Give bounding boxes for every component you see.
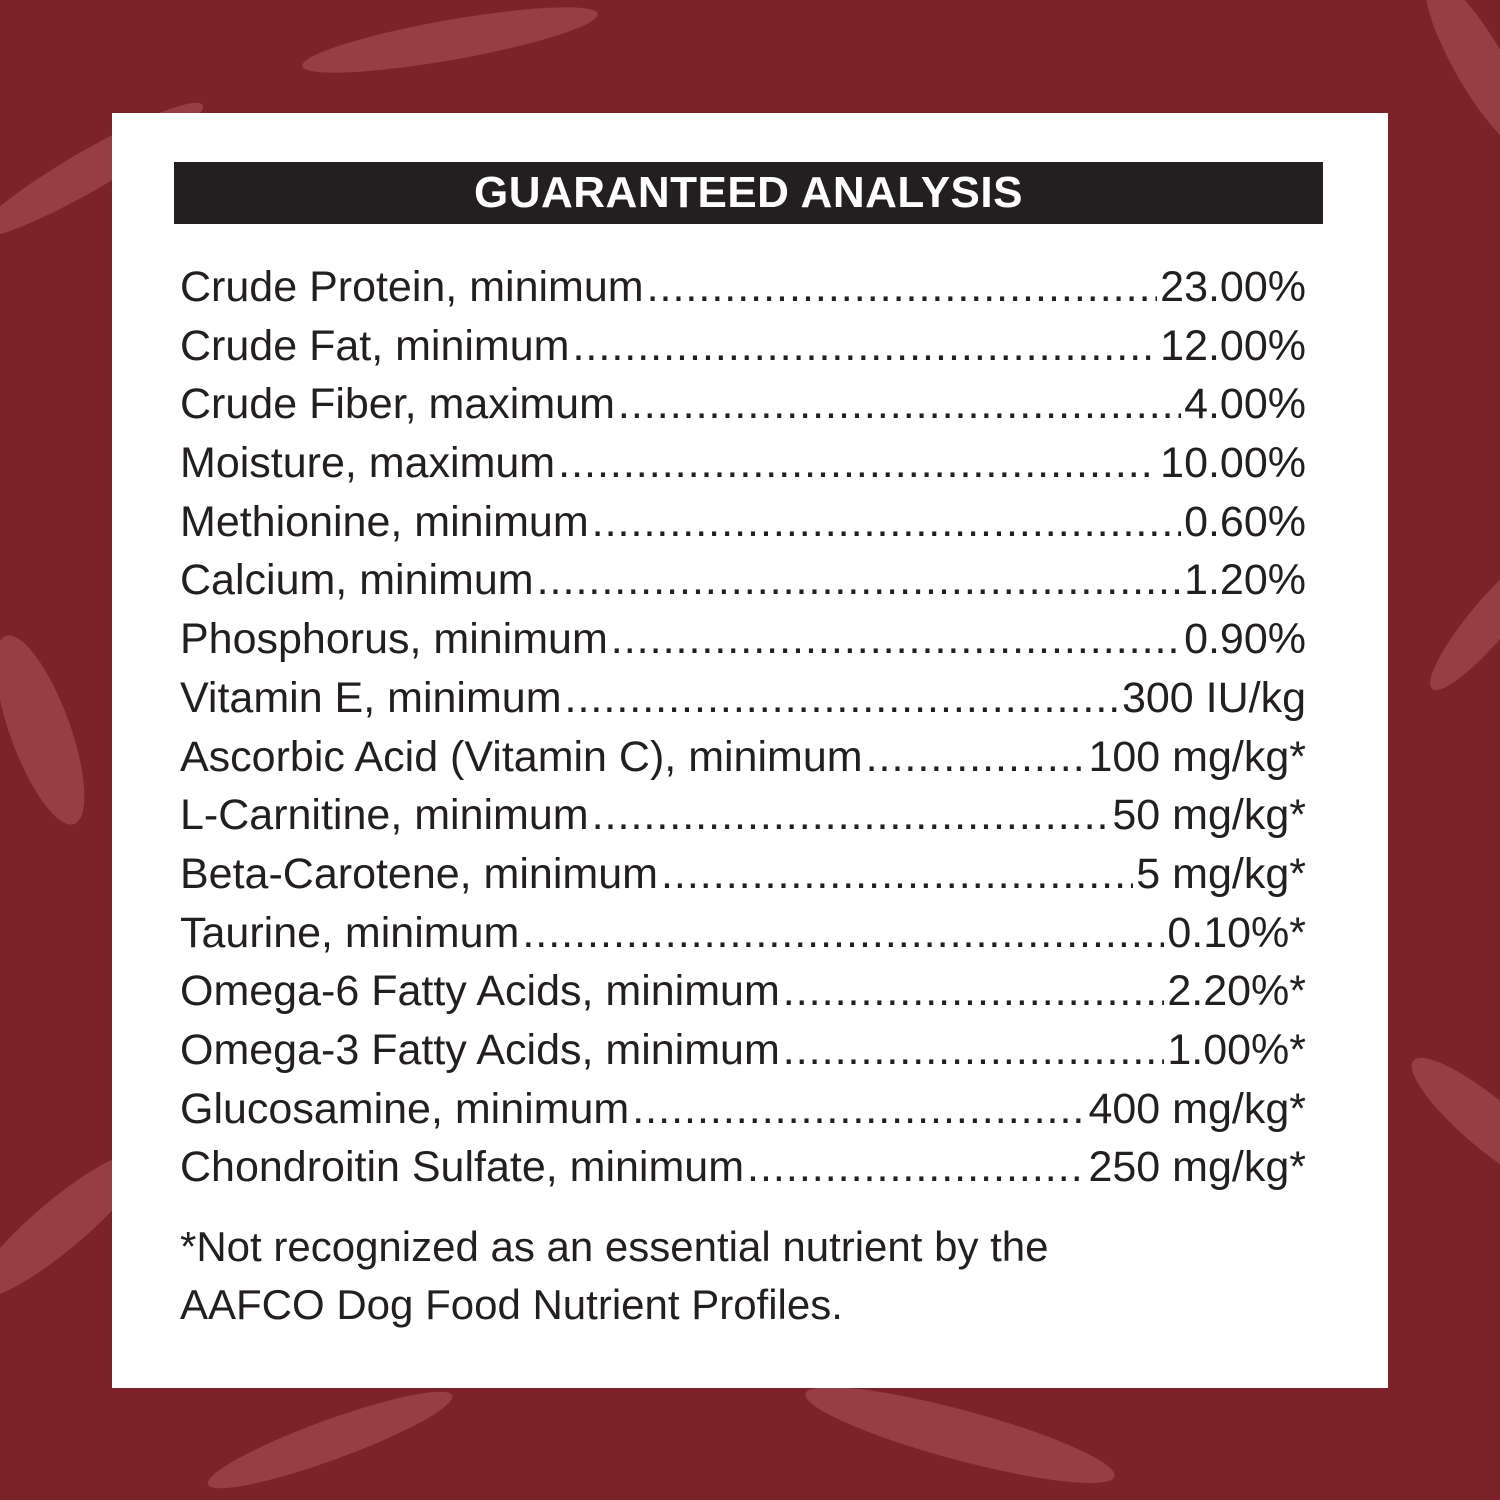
nutrient-label: Moisture, maximum [180, 439, 556, 488]
nutrient-row: Glucosamine, minimum 400 mg/kg* [180, 1085, 1306, 1144]
nutrient-label: Methionine, minimum [180, 497, 589, 546]
nutrient-row: Phosphorus, minimum 0.90% [180, 615, 1306, 674]
nutrient-label: Chondroitin Sulfate, minimum [180, 1143, 745, 1192]
nutrient-label: Calcium, minimum [180, 556, 534, 605]
nutrient-value: 2.20%* [1167, 967, 1306, 1016]
nutrient-row: Moisture, maximum 10.00% [180, 439, 1306, 498]
nutrient-label: Vitamin E, minimum [180, 673, 562, 722]
nutrient-list: Crude Protein, minimum 23.00% Crude Fat, m… [180, 263, 1306, 1202]
nutrient-value: 12.00% [1160, 321, 1306, 370]
nutrient-row: Taurine, minimum 0.10%* [180, 909, 1306, 968]
nutrient-label: L-Carnitine, minimum [180, 791, 589, 840]
dot-leader [522, 909, 1164, 958]
dot-leader [783, 1026, 1165, 1075]
nutrient-row: Omega-6 Fatty Acids, minimum 2.20%* [180, 967, 1306, 1026]
nutrient-row: Vitamin E, minimum 300 IU/kg [180, 674, 1306, 733]
nutrient-value: 0.10%* [1167, 908, 1306, 957]
dot-leader [592, 498, 1181, 547]
footnote: *Not recognized as an essential nutrient… [180, 1218, 1280, 1334]
nutrient-row: Beta-Carotene, minimum 5 mg/kg* [180, 850, 1306, 909]
dot-leader [572, 322, 1157, 371]
nutrient-label: Ascorbic Acid (Vitamin C), minimum [180, 732, 863, 781]
nutrient-value: 23.00% [1160, 263, 1306, 311]
dot-leader [537, 556, 1181, 605]
nutrient-label: Omega-6 Fatty Acids, minimum [180, 967, 780, 1016]
dot-leader [661, 850, 1133, 899]
dot-leader [558, 439, 1157, 488]
guaranteed-analysis-panel: GUARANTEED ANALYSIS Crude Protein, minim… [112, 113, 1388, 1388]
nutrient-row: Chondroitin Sulfate, minimum 250 mg/kg* [180, 1143, 1306, 1202]
footnote-line: *Not recognized as an essential nutrient… [180, 1223, 1049, 1270]
nutrient-label: Taurine, minimum [180, 908, 520, 957]
nutrient-value: 1.20% [1184, 556, 1306, 605]
dot-leader [866, 733, 1086, 782]
dot-leader [618, 380, 1181, 429]
nutrient-row: Methionine, minimum 0.60% [180, 498, 1306, 557]
nutrient-row: Ascorbic Acid (Vitamin C), minimum 100 mg… [180, 733, 1306, 792]
nutrient-row: Crude Fiber, maximum 4.00% [180, 380, 1306, 439]
dot-leader [565, 674, 1119, 723]
dot-leader [647, 263, 1158, 312]
nutrient-label: Omega-3 Fatty Acids, minimum [180, 1025, 780, 1074]
nutrient-value: 5 mg/kg* [1136, 849, 1306, 898]
nutrient-label: Crude Fat, minimum [180, 321, 570, 370]
dot-leader [592, 791, 1110, 840]
nutrient-value: 4.00% [1184, 380, 1306, 429]
nutrient-row: Crude Protein, minimum 23.00% [180, 263, 1306, 322]
nutrient-label: Phosphorus, minimum [180, 615, 608, 664]
nutrient-label: Crude Protein, minimum [180, 263, 644, 311]
dot-leader [611, 615, 1181, 664]
nutrient-label: Glucosamine, minimum [180, 1084, 630, 1133]
nutrient-value: 0.60% [1184, 497, 1306, 546]
nutrient-value: 10.00% [1160, 439, 1306, 488]
nutrient-row: Crude Fat, minimum 12.00% [180, 322, 1306, 381]
dot-leader [747, 1143, 1085, 1192]
nutrient-value: 50 mg/kg* [1112, 791, 1306, 840]
nutrient-value: 400 mg/kg* [1088, 1084, 1306, 1133]
dot-leader [783, 967, 1165, 1016]
nutrient-label: Beta-Carotene, minimum [180, 849, 658, 898]
panel-title: GUARANTEED ANALYSIS [174, 162, 1323, 224]
nutrient-value: 100 mg/kg* [1088, 732, 1306, 781]
dot-leader [632, 1085, 1085, 1134]
nutrient-label: Crude Fiber, maximum [180, 380, 615, 429]
nutrient-row: Calcium, minimum 1.20% [180, 556, 1306, 615]
nutrient-row: Omega-3 Fatty Acids, minimum 1.00%* [180, 1026, 1306, 1085]
nutrient-value: 300 IU/kg [1121, 673, 1306, 722]
nutrient-value: 250 mg/kg* [1088, 1143, 1306, 1192]
nutrient-row: L-Carnitine, minimum 50 mg/kg* [180, 791, 1306, 850]
footnote-line: AAFCO Dog Food Nutrient Profiles. [180, 1281, 843, 1328]
nutrient-value: 0.90% [1184, 615, 1306, 664]
nutrient-value: 1.00%* [1167, 1025, 1306, 1074]
